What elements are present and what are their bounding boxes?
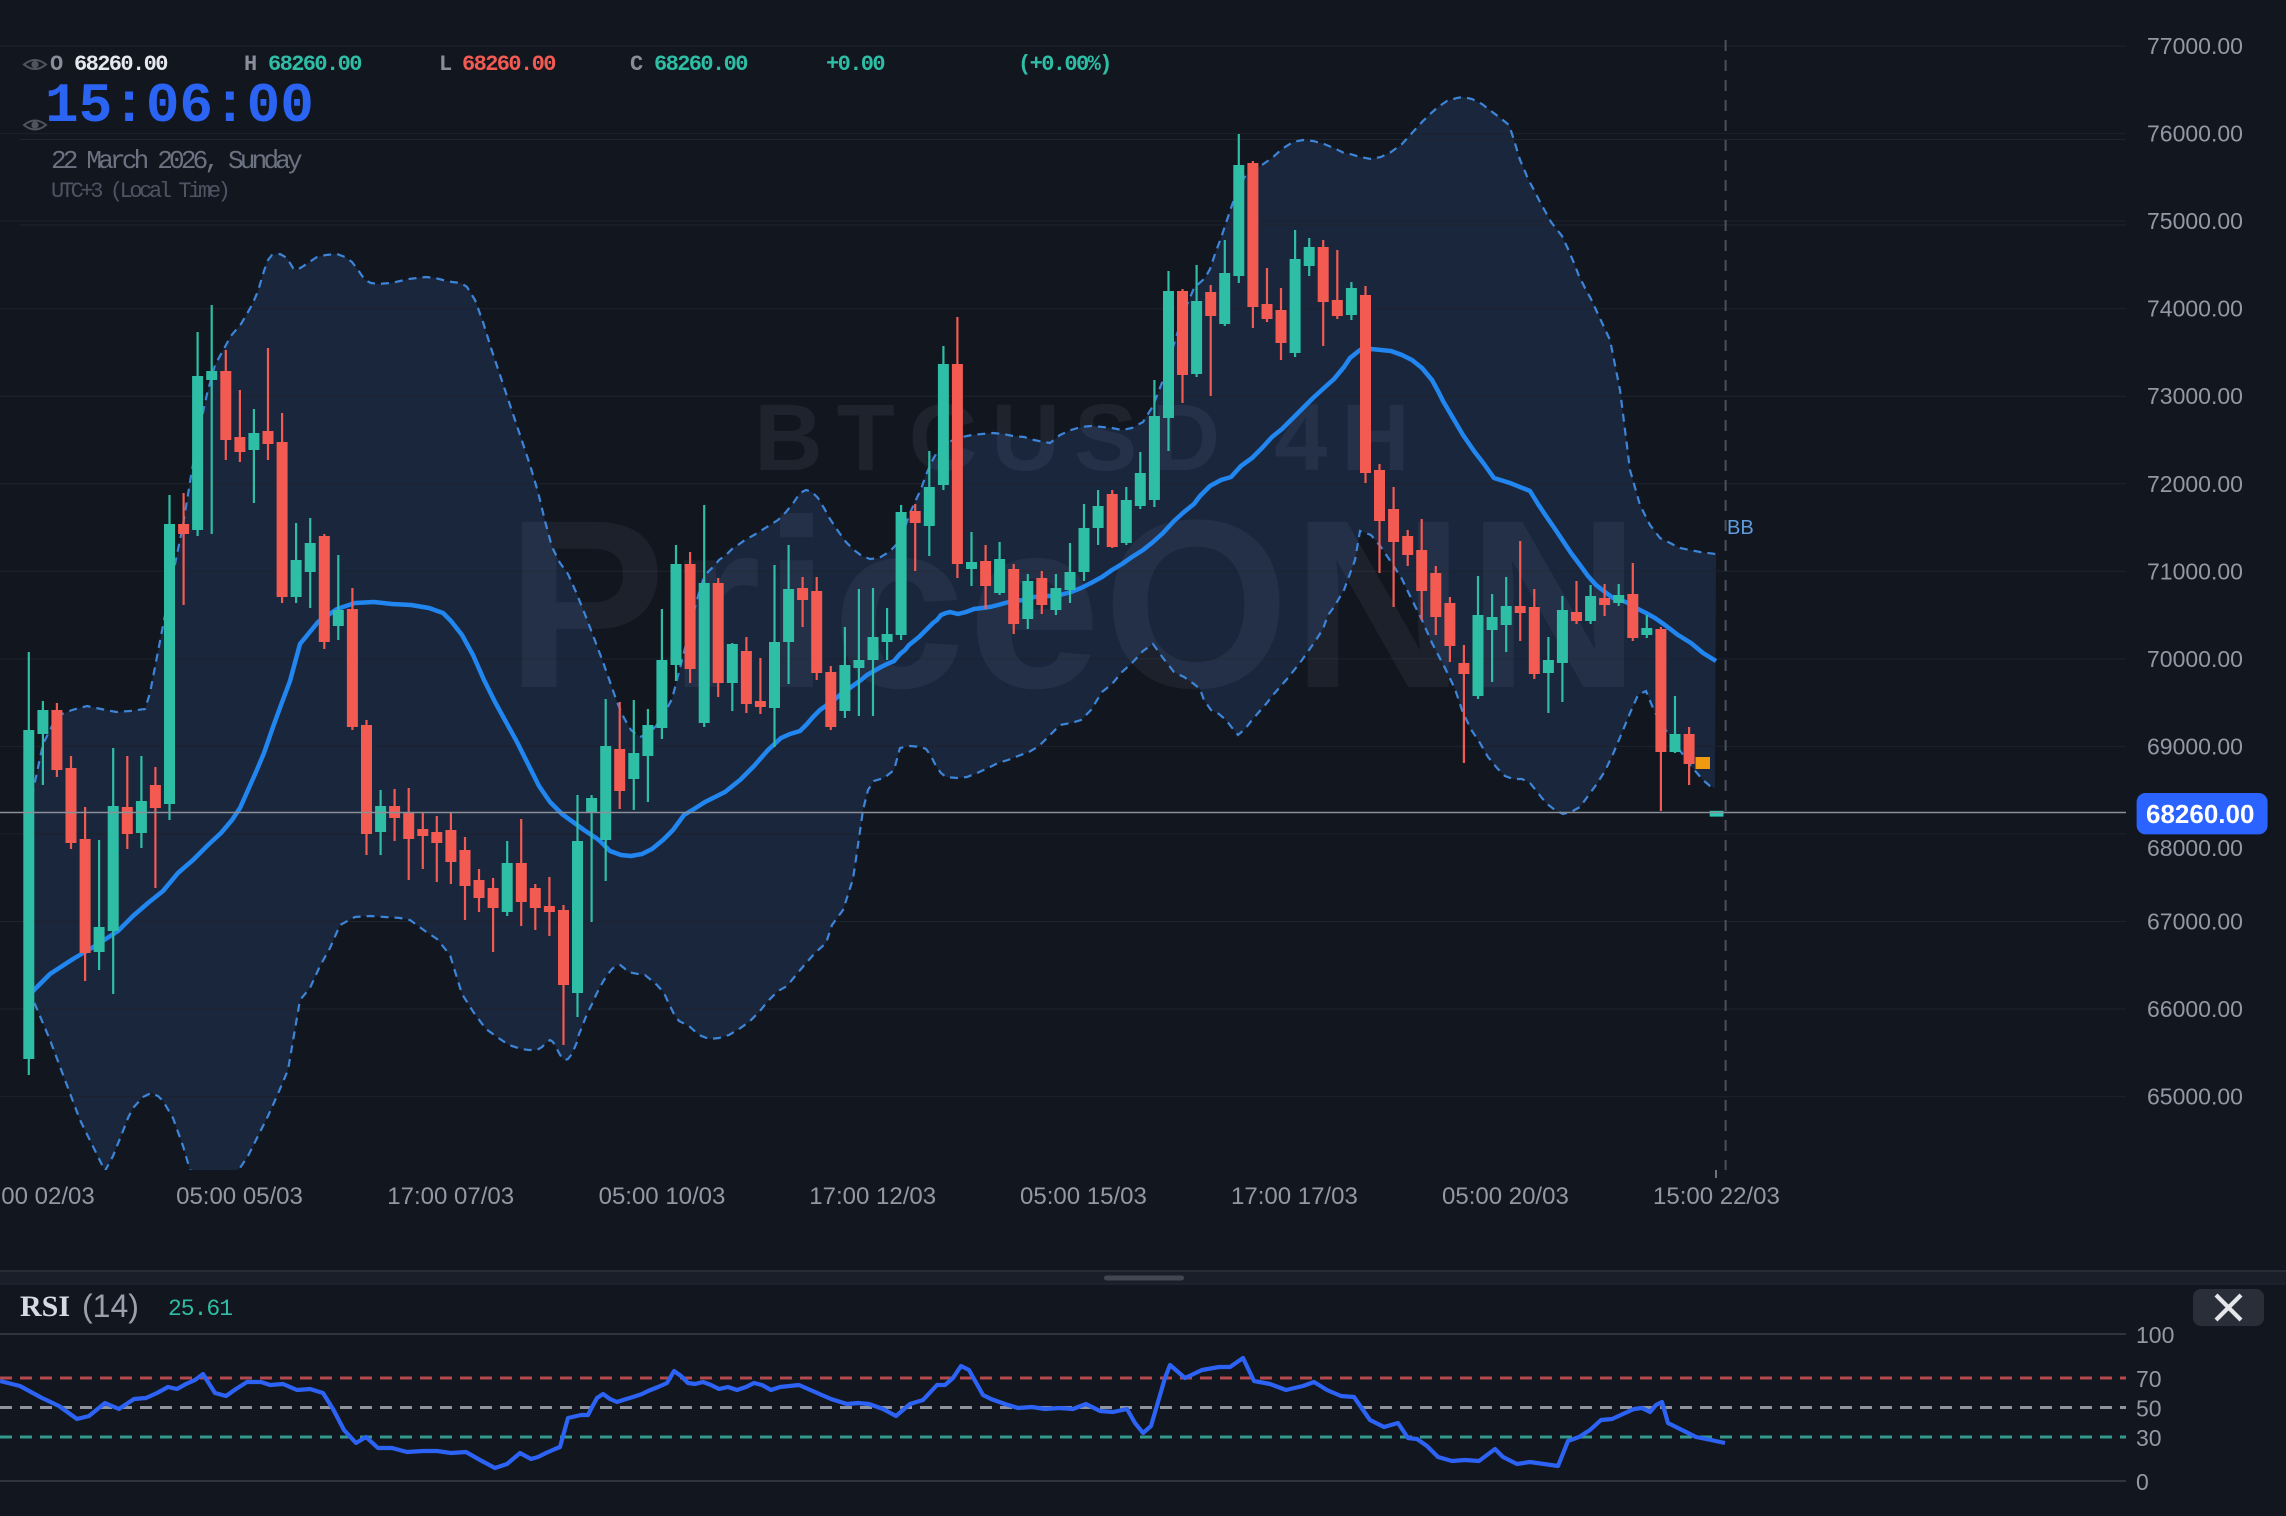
svg-text:25.61: 25.61	[168, 1296, 232, 1322]
svg-text:50: 50	[2136, 1396, 2162, 1422]
svg-text:RSI: RSI	[20, 1290, 70, 1323]
svg-text:L: L	[439, 52, 452, 77]
svg-text:00 02/03: 00 02/03	[1, 1183, 94, 1210]
svg-text:68260.00: 68260.00	[654, 52, 747, 77]
svg-text:65000.00: 65000.00	[2147, 1084, 2243, 1110]
svg-text:05:00 10/03: 05:00 10/03	[599, 1183, 726, 1210]
svg-text:68260.00: 68260.00	[462, 52, 555, 77]
svg-text:15:00 22/03: 15:00 22/03	[1653, 1183, 1780, 1210]
svg-text:05:00 20/03: 05:00 20/03	[1442, 1183, 1569, 1210]
svg-text:100: 100	[2136, 1322, 2174, 1348]
svg-text:71000.00: 71000.00	[2147, 558, 2243, 584]
svg-text:(+0.00%): (+0.00%)	[1018, 52, 1111, 77]
svg-text:O: O	[50, 52, 63, 77]
svg-text:75000.00: 75000.00	[2147, 208, 2243, 234]
svg-text:17:00 17/03: 17:00 17/03	[1231, 1183, 1358, 1210]
svg-text:+0.00: +0.00	[826, 52, 884, 77]
svg-text:68260.00: 68260.00	[2146, 799, 2254, 829]
svg-text:0: 0	[2136, 1469, 2149, 1495]
svg-text:69000.00: 69000.00	[2147, 733, 2243, 759]
svg-text:UTC+3 (Local Time): UTC+3 (Local Time)	[51, 179, 228, 204]
svg-text:76000.00: 76000.00	[2147, 121, 2243, 147]
svg-text:05:00 05/03: 05:00 05/03	[176, 1183, 303, 1210]
svg-text:68260.00: 68260.00	[74, 52, 167, 77]
svg-text:BB: BB	[1727, 517, 1754, 539]
svg-text:17:00 07/03: 17:00 07/03	[387, 1183, 514, 1210]
svg-text:15:06:00: 15:06:00	[45, 74, 314, 138]
svg-text:68260.00: 68260.00	[268, 52, 361, 77]
svg-text:17:00 12/03: 17:00 12/03	[809, 1183, 936, 1210]
svg-text:C: C	[630, 52, 643, 77]
svg-text:67000.00: 67000.00	[2147, 909, 2243, 935]
svg-text:74000.00: 74000.00	[2147, 296, 2243, 322]
svg-text:30: 30	[2136, 1425, 2162, 1451]
svg-text:BTCUSD 4H: BTCUSD 4H	[754, 385, 1424, 491]
svg-text:77000.00: 77000.00	[2147, 33, 2243, 59]
svg-text:(14): (14)	[82, 1288, 139, 1324]
svg-text:05:00 15/03: 05:00 15/03	[1020, 1183, 1147, 1210]
svg-text:66000.00: 66000.00	[2147, 996, 2243, 1022]
svg-text:72000.00: 72000.00	[2147, 471, 2243, 497]
svg-text:22 March 2026, Sunday: 22 March 2026, Sunday	[51, 146, 302, 176]
svg-text:H: H	[244, 52, 256, 77]
svg-text:70: 70	[2136, 1366, 2162, 1392]
svg-text:68000.00: 68000.00	[2147, 835, 2243, 861]
svg-text:73000.00: 73000.00	[2147, 383, 2243, 409]
svg-text:70000.00: 70000.00	[2147, 646, 2243, 672]
